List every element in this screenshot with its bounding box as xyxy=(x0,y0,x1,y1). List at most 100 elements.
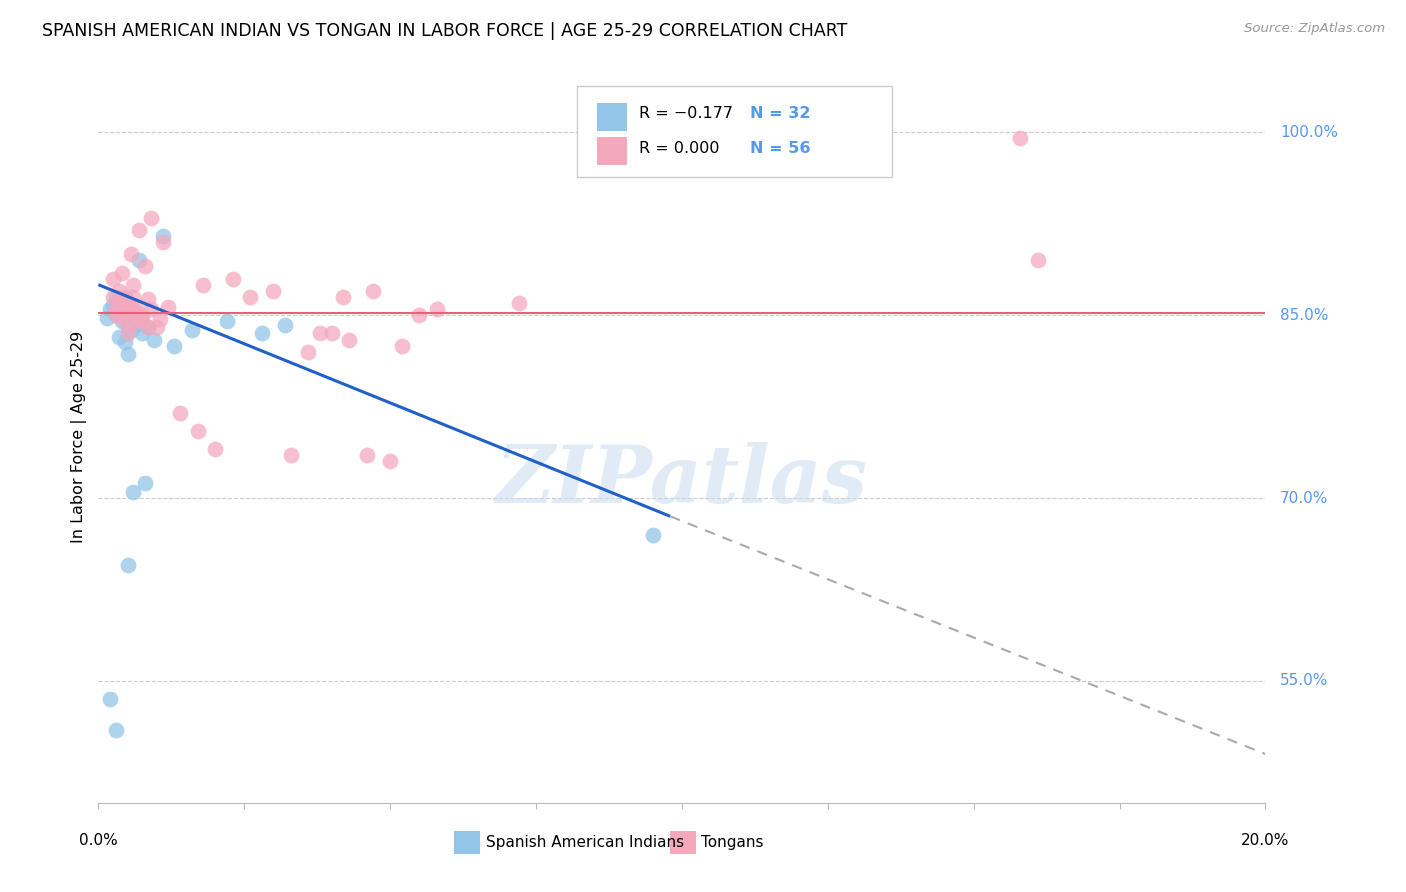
Text: SPANISH AMERICAN INDIAN VS TONGAN IN LABOR FORCE | AGE 25-29 CORRELATION CHART: SPANISH AMERICAN INDIAN VS TONGAN IN LAB… xyxy=(42,22,848,40)
Point xyxy=(104,290,127,304)
Point xyxy=(169,406,191,420)
Point xyxy=(221,271,243,285)
Point xyxy=(152,235,174,249)
FancyBboxPatch shape xyxy=(671,830,696,854)
Point xyxy=(239,290,262,304)
Point xyxy=(111,304,134,318)
Text: Tongans: Tongans xyxy=(700,835,763,850)
Point xyxy=(337,333,360,347)
Point xyxy=(120,247,142,261)
Point xyxy=(142,333,165,347)
Point xyxy=(117,347,139,361)
Point xyxy=(111,308,134,322)
Text: R = −0.177: R = −0.177 xyxy=(638,106,733,121)
Point xyxy=(152,228,174,243)
Point xyxy=(332,290,354,304)
Point xyxy=(108,296,131,310)
Point xyxy=(1010,131,1032,145)
Point xyxy=(128,311,150,326)
Point xyxy=(309,326,332,341)
Point xyxy=(274,318,297,332)
Point xyxy=(120,300,142,314)
Point xyxy=(114,293,136,307)
Point xyxy=(1026,253,1049,268)
Point xyxy=(134,260,156,274)
FancyBboxPatch shape xyxy=(596,103,627,131)
Point xyxy=(114,306,136,320)
Point xyxy=(117,310,139,325)
Text: 20.0%: 20.0% xyxy=(1241,833,1289,848)
FancyBboxPatch shape xyxy=(576,86,891,178)
Point xyxy=(104,723,127,737)
Point xyxy=(120,317,142,331)
FancyBboxPatch shape xyxy=(596,137,627,165)
Point xyxy=(122,290,145,304)
Point xyxy=(108,330,131,344)
Text: R = 0.000: R = 0.000 xyxy=(638,141,720,156)
FancyBboxPatch shape xyxy=(454,830,479,854)
Point xyxy=(101,271,124,285)
Point xyxy=(111,301,134,317)
Text: 85.0%: 85.0% xyxy=(1279,308,1329,323)
Point xyxy=(180,323,202,337)
Point xyxy=(193,277,215,292)
Point xyxy=(263,284,285,298)
Text: 55.0%: 55.0% xyxy=(1279,673,1329,689)
Point xyxy=(380,454,402,468)
Point xyxy=(120,323,142,337)
Point xyxy=(104,308,127,322)
Text: 70.0%: 70.0% xyxy=(1279,491,1329,506)
Point xyxy=(114,290,136,304)
Point xyxy=(131,326,153,341)
Point xyxy=(139,301,162,317)
Point xyxy=(146,320,169,334)
Point xyxy=(117,326,139,341)
Point xyxy=(131,308,153,322)
Point xyxy=(117,558,139,573)
Point xyxy=(128,253,150,268)
Text: 0.0%: 0.0% xyxy=(79,833,118,848)
Point xyxy=(426,301,449,317)
Point xyxy=(204,442,226,457)
Point xyxy=(117,320,139,334)
Point xyxy=(297,344,319,359)
Point xyxy=(101,290,124,304)
Text: N = 56: N = 56 xyxy=(749,141,810,156)
Point xyxy=(117,296,139,310)
Point xyxy=(122,277,145,292)
Point xyxy=(125,301,148,317)
Point xyxy=(111,266,134,280)
Point xyxy=(136,320,159,334)
Point xyxy=(134,476,156,491)
Point xyxy=(508,296,530,310)
Point xyxy=(250,326,273,341)
Point xyxy=(391,339,413,353)
Point xyxy=(361,284,384,298)
Point xyxy=(128,223,150,237)
Text: N = 32: N = 32 xyxy=(749,106,810,121)
Point xyxy=(122,485,145,500)
Point xyxy=(96,310,118,325)
Point xyxy=(114,334,136,349)
Point xyxy=(321,326,343,341)
Point xyxy=(163,339,186,353)
Point xyxy=(187,424,209,438)
Point xyxy=(356,449,378,463)
Point xyxy=(108,284,131,298)
Point xyxy=(125,304,148,318)
Point xyxy=(280,449,302,463)
Point xyxy=(114,314,136,328)
Text: 100.0%: 100.0% xyxy=(1279,125,1339,140)
Point xyxy=(98,301,121,317)
Text: ZIPatlas: ZIPatlas xyxy=(496,442,868,520)
Point xyxy=(136,293,159,307)
Point xyxy=(98,692,121,706)
Point xyxy=(108,296,131,310)
Y-axis label: In Labor Force | Age 25-29: In Labor Force | Age 25-29 xyxy=(72,331,87,543)
Text: Spanish American Indians: Spanish American Indians xyxy=(486,835,683,850)
Point xyxy=(149,311,172,326)
Point xyxy=(125,318,148,332)
Point xyxy=(111,314,134,328)
Point xyxy=(408,308,430,322)
Point xyxy=(139,211,162,225)
